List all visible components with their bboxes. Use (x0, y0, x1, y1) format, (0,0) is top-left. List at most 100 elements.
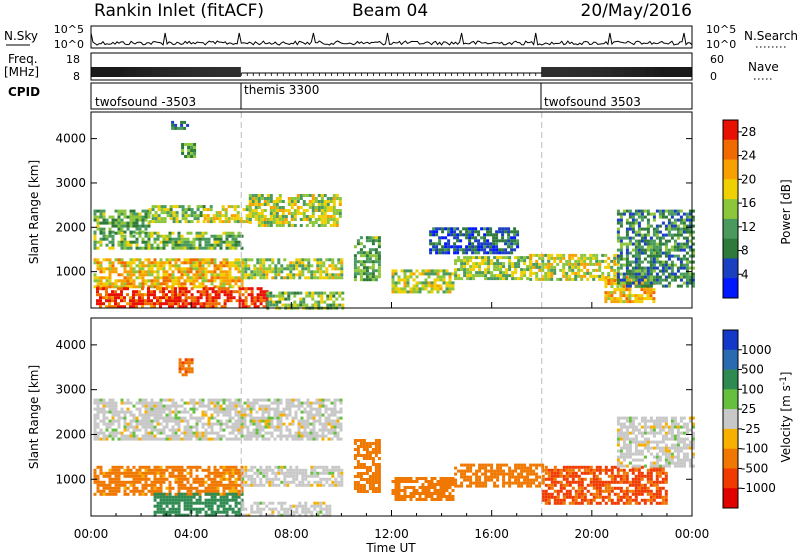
heatmap-cell (207, 431, 211, 435)
heatmap-cell (138, 302, 141, 306)
heatmap-cell (622, 257, 626, 261)
heatmap-cell (222, 258, 226, 262)
heatmap-cell (649, 242, 653, 246)
heatmap-cell (257, 215, 261, 218)
heatmap-cell (231, 507, 235, 511)
heatmap-cell (281, 294, 285, 298)
heatmap-cell (306, 401, 310, 405)
heatmap-cell (322, 468, 326, 472)
heatmap-cell (622, 294, 626, 298)
heatmap-cell (469, 265, 473, 269)
heatmap-cell (159, 437, 163, 441)
heatmap-cell (96, 437, 100, 441)
heatmap-cell (111, 267, 115, 271)
heatmap-cell (550, 262, 554, 266)
heatmap-cell (213, 240, 217, 244)
heatmap-cell (622, 209, 626, 213)
heatmap-cell (640, 284, 644, 288)
heatmap-cell (445, 287, 449, 291)
heatmap-cell (510, 251, 514, 255)
heatmap-cell (171, 401, 175, 405)
heatmap-cell (186, 237, 190, 241)
heatmap-cell (616, 288, 620, 292)
heatmap-cell (108, 267, 112, 271)
heatmap-cell (189, 465, 193, 469)
heatmap-cell (318, 416, 322, 420)
heatmap-cell (269, 294, 273, 298)
heatmap-cell (174, 510, 178, 514)
heatmap-cell (198, 282, 202, 286)
heatmap-cell (298, 270, 302, 274)
heatmap-cell (171, 246, 175, 250)
heatmap-cell (210, 243, 214, 247)
heatmap-cell (577, 259, 581, 263)
heatmap-cell (487, 271, 491, 275)
heatmap-cell (147, 258, 151, 262)
heatmap-cell (438, 242, 442, 246)
heatmap-cell (135, 477, 139, 481)
heatmap-cell (559, 277, 563, 281)
heatmap-cell (283, 477, 287, 481)
heatmap-cell (123, 416, 127, 420)
heatmap-cell (278, 194, 282, 197)
heatmap-cell (99, 299, 102, 303)
heatmap-cell (296, 206, 300, 209)
heatmap-cell (195, 258, 199, 262)
heatmap-cell (459, 245, 463, 249)
heatmap-cell (622, 275, 626, 279)
heatmap-cell (676, 275, 680, 279)
heatmap-cell (237, 413, 241, 417)
heatmap-cell (129, 296, 132, 300)
heatmap-cell (177, 231, 181, 235)
heatmap-cell (436, 275, 440, 279)
heatmap-cell (135, 212, 139, 216)
heatmap-cell (415, 281, 419, 285)
heatmap-cell (205, 287, 209, 291)
heatmap-cell (174, 296, 177, 300)
heatmap-cell (168, 267, 172, 271)
heatmap-cell (643, 272, 647, 276)
heatmap-cell (156, 270, 160, 274)
heatmap-cell (189, 398, 193, 402)
heatmap-cell (472, 268, 476, 272)
heatmap-cell (447, 251, 451, 255)
heatmap-cell (324, 425, 328, 429)
heatmap-cell (96, 431, 100, 435)
heatmap-cell (457, 256, 461, 260)
heatmap-cell (207, 486, 211, 490)
heatmap-cell (132, 477, 136, 481)
heatmap-cell (520, 259, 524, 263)
heatmap-cell (241, 261, 245, 265)
heatmap-cell (432, 248, 436, 252)
heatmap-cell (643, 275, 647, 279)
heatmap-cell (111, 492, 115, 496)
heatmap-cell (135, 215, 139, 219)
heatmap-cell (319, 480, 323, 484)
heatmap-cell (259, 471, 263, 475)
heatmap-cell (177, 492, 181, 496)
heatmap-cell (472, 265, 476, 269)
heatmap-cell (640, 236, 644, 240)
heatmap-cell (682, 254, 686, 258)
heatmap-cell (231, 407, 235, 411)
heatmap-cell (272, 218, 276, 221)
heatmap-cell (529, 262, 533, 266)
heatmap-cell (186, 513, 190, 517)
heatmap-cell (123, 422, 127, 426)
heatmap-cell (180, 416, 184, 420)
heatmap-cell (301, 477, 305, 481)
heatmap-cell (658, 260, 662, 264)
heatmap-cell (289, 267, 293, 271)
heatmap-cell (120, 407, 124, 411)
heatmap-cell (204, 261, 208, 265)
heatmap-cell (177, 483, 181, 487)
heatmap-cell (165, 279, 169, 283)
heatmap-cell (117, 273, 121, 277)
heatmap-cell (228, 471, 232, 475)
heatmap-cell (234, 434, 238, 438)
heatmap-cell (138, 282, 142, 286)
heatmap-cell (114, 224, 118, 228)
heatmap-cell (111, 434, 115, 438)
heatmap-cell (468, 239, 472, 243)
heatmap-cell (646, 278, 650, 282)
